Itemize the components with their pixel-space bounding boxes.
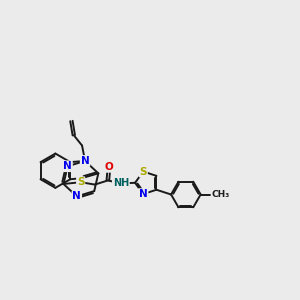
Text: CH₃: CH₃ — [211, 190, 230, 199]
Text: N: N — [72, 191, 81, 201]
Text: N: N — [63, 161, 72, 171]
Text: S: S — [77, 177, 84, 187]
Text: S: S — [140, 167, 147, 177]
Text: NH: NH — [113, 178, 129, 188]
Text: N: N — [139, 189, 148, 199]
Text: O: O — [105, 162, 113, 172]
Text: N: N — [81, 156, 89, 166]
